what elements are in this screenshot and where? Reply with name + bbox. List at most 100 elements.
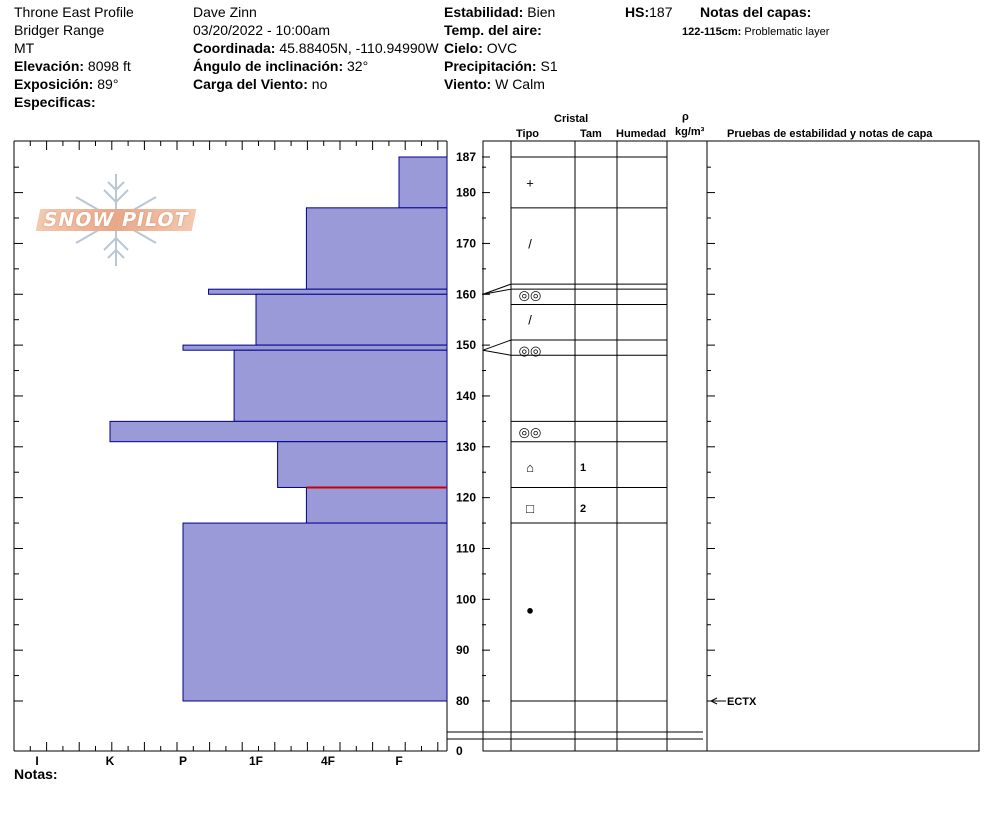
layer-note-range: 122-115cm:	[682, 26, 742, 38]
height-tick-label: 110	[456, 541, 476, 555]
tests-header: Pruebas de estabilidad y notas de capa	[727, 128, 933, 140]
stability-value: Bien	[527, 4, 556, 20]
height-tick-label: 90	[456, 643, 470, 657]
wind-load-value: no	[311, 76, 328, 92]
height-tick-label: 80	[456, 694, 470, 708]
layer-notes-title: Notas del capas:	[700, 4, 812, 20]
size-header: Tam	[580, 128, 602, 140]
height-tick-label: 100	[456, 592, 476, 606]
density-symbol: ρ	[682, 111, 689, 123]
height-tick-label: 0	[456, 744, 463, 758]
grain-type-symbol: ●	[526, 602, 534, 617]
grain-type-symbol: □	[526, 501, 534, 516]
hardness-tick-label: 4F	[321, 754, 335, 768]
coordinates: Coordinada: 45.88405N, -110.94990W	[193, 40, 439, 56]
sky: Cielo: OVC	[444, 40, 517, 56]
coord-label: Coordinada:	[193, 40, 276, 56]
hs-label: HS:	[625, 4, 650, 20]
air-temp-label: Temp. del aire:	[444, 22, 542, 38]
test-result-label: ECTX	[727, 696, 757, 708]
profile-name: Throne East Profile	[14, 4, 134, 20]
elevation-value: 8098 ft	[87, 58, 131, 74]
precip-value: S1	[540, 58, 558, 74]
aspect-label: Exposición:	[14, 76, 94, 92]
density-unit: kg/m³	[675, 126, 705, 138]
sky-value: OVC	[486, 40, 518, 56]
hardness-bar	[182, 522, 448, 702]
grain-type-symbol: ◎◎	[519, 287, 542, 302]
grain-type-symbol: /	[528, 313, 532, 328]
wind: Viento: W Calm	[444, 76, 545, 92]
wind-load: Carga del Viento: no	[193, 76, 327, 92]
datetime: 03/20/2022 - 10:00am	[193, 22, 330, 38]
grain-type-symbol: ◎◎	[519, 425, 542, 440]
chart-marks: I K P 1F 4F F 0 80 90 100 110 120 130 140 150 160 170 180…	[35, 150, 757, 768]
layer-note-text: Problematic layer	[744, 26, 830, 38]
hardness-bar	[109, 420, 448, 443]
wind-value: W Calm	[495, 76, 545, 92]
air-temp: Temp. del aire:	[444, 22, 542, 38]
specifics-label: Especificas:	[14, 94, 96, 110]
layer-connector	[482, 339, 512, 351]
hardness-tick-label: P	[179, 754, 187, 768]
grain-size-label: 2	[580, 503, 586, 515]
hardness-bar	[305, 207, 448, 290]
hardness-tick-label: I	[35, 754, 38, 768]
hardness-bar	[182, 344, 448, 351]
hardness-tick-label: F	[395, 754, 402, 768]
hardness-tick-label: 1F	[249, 754, 263, 768]
hardness-bars	[109, 156, 448, 702]
height-tick-label: 140	[456, 389, 476, 403]
wind-label: Viento:	[444, 76, 492, 92]
hardness-bar	[208, 288, 448, 295]
height-tick-label: 120	[456, 491, 476, 505]
snowpilot-logo: SNOW PILOT	[35, 172, 197, 268]
precipitation: Precipitación: S1	[444, 58, 558, 74]
slope-angle: Ángulo de inclinación: 32°	[193, 58, 368, 74]
type-header: Tipo	[516, 128, 540, 140]
grain-type-symbol: ⌂	[526, 460, 534, 475]
moisture-header: Humedad	[616, 128, 667, 140]
layer-table-frame	[482, 140, 980, 752]
elevation: Elevación: 8098 ft	[14, 58, 131, 74]
hardness-bar	[255, 293, 448, 346]
height-tick-label: 150	[456, 338, 476, 352]
state-name: MT	[14, 40, 35, 56]
slope-value: 32°	[347, 58, 369, 74]
height-tick-label: 187	[456, 150, 476, 164]
test-result-arrowhead	[709, 697, 718, 705]
hardness-tick-label: K	[106, 754, 115, 768]
hardness-bar	[233, 349, 448, 422]
range-name: Bridger Range	[14, 22, 105, 38]
stability-label: Estabilidad:	[444, 4, 524, 20]
height-tick-label: 130	[456, 440, 476, 454]
grid-layer	[13, 140, 980, 752]
height-tick-label: 160	[456, 287, 476, 301]
hardness-bar	[305, 486, 448, 524]
aspect-value: 89°	[97, 76, 119, 92]
hardness-bar	[277, 441, 448, 488]
layer-note: 122-115cm: Problematic layer	[682, 24, 829, 40]
stability: Estabilidad: Bien	[444, 4, 555, 20]
height-tick-label: 180	[456, 186, 476, 200]
layer-connector	[482, 288, 512, 295]
layer-connector	[482, 349, 512, 356]
hardness-bar	[398, 156, 448, 209]
coord-value: 45.88405N, -110.94990W	[279, 40, 439, 56]
grain-size-label: 1	[580, 462, 586, 474]
layer-connector	[482, 283, 512, 295]
hs: HS:187	[625, 4, 672, 20]
aspect: Exposición: 89°	[14, 76, 118, 92]
grain-type-symbol: +	[526, 175, 534, 190]
elevation-label: Elevación:	[14, 58, 85, 74]
hs-value: 187	[649, 4, 673, 20]
height-tick-label: 170	[456, 236, 476, 250]
wind-load-label: Carga del Viento:	[193, 76, 308, 92]
slope-label: Ángulo de inclinación:	[193, 58, 344, 74]
notes-label: Notas:	[14, 766, 58, 782]
grain-type-symbol: /	[528, 236, 532, 251]
sky-label: Cielo:	[444, 40, 483, 56]
precip-label: Precipitación:	[444, 58, 537, 74]
grain-type-symbol: ◎◎	[519, 343, 542, 358]
